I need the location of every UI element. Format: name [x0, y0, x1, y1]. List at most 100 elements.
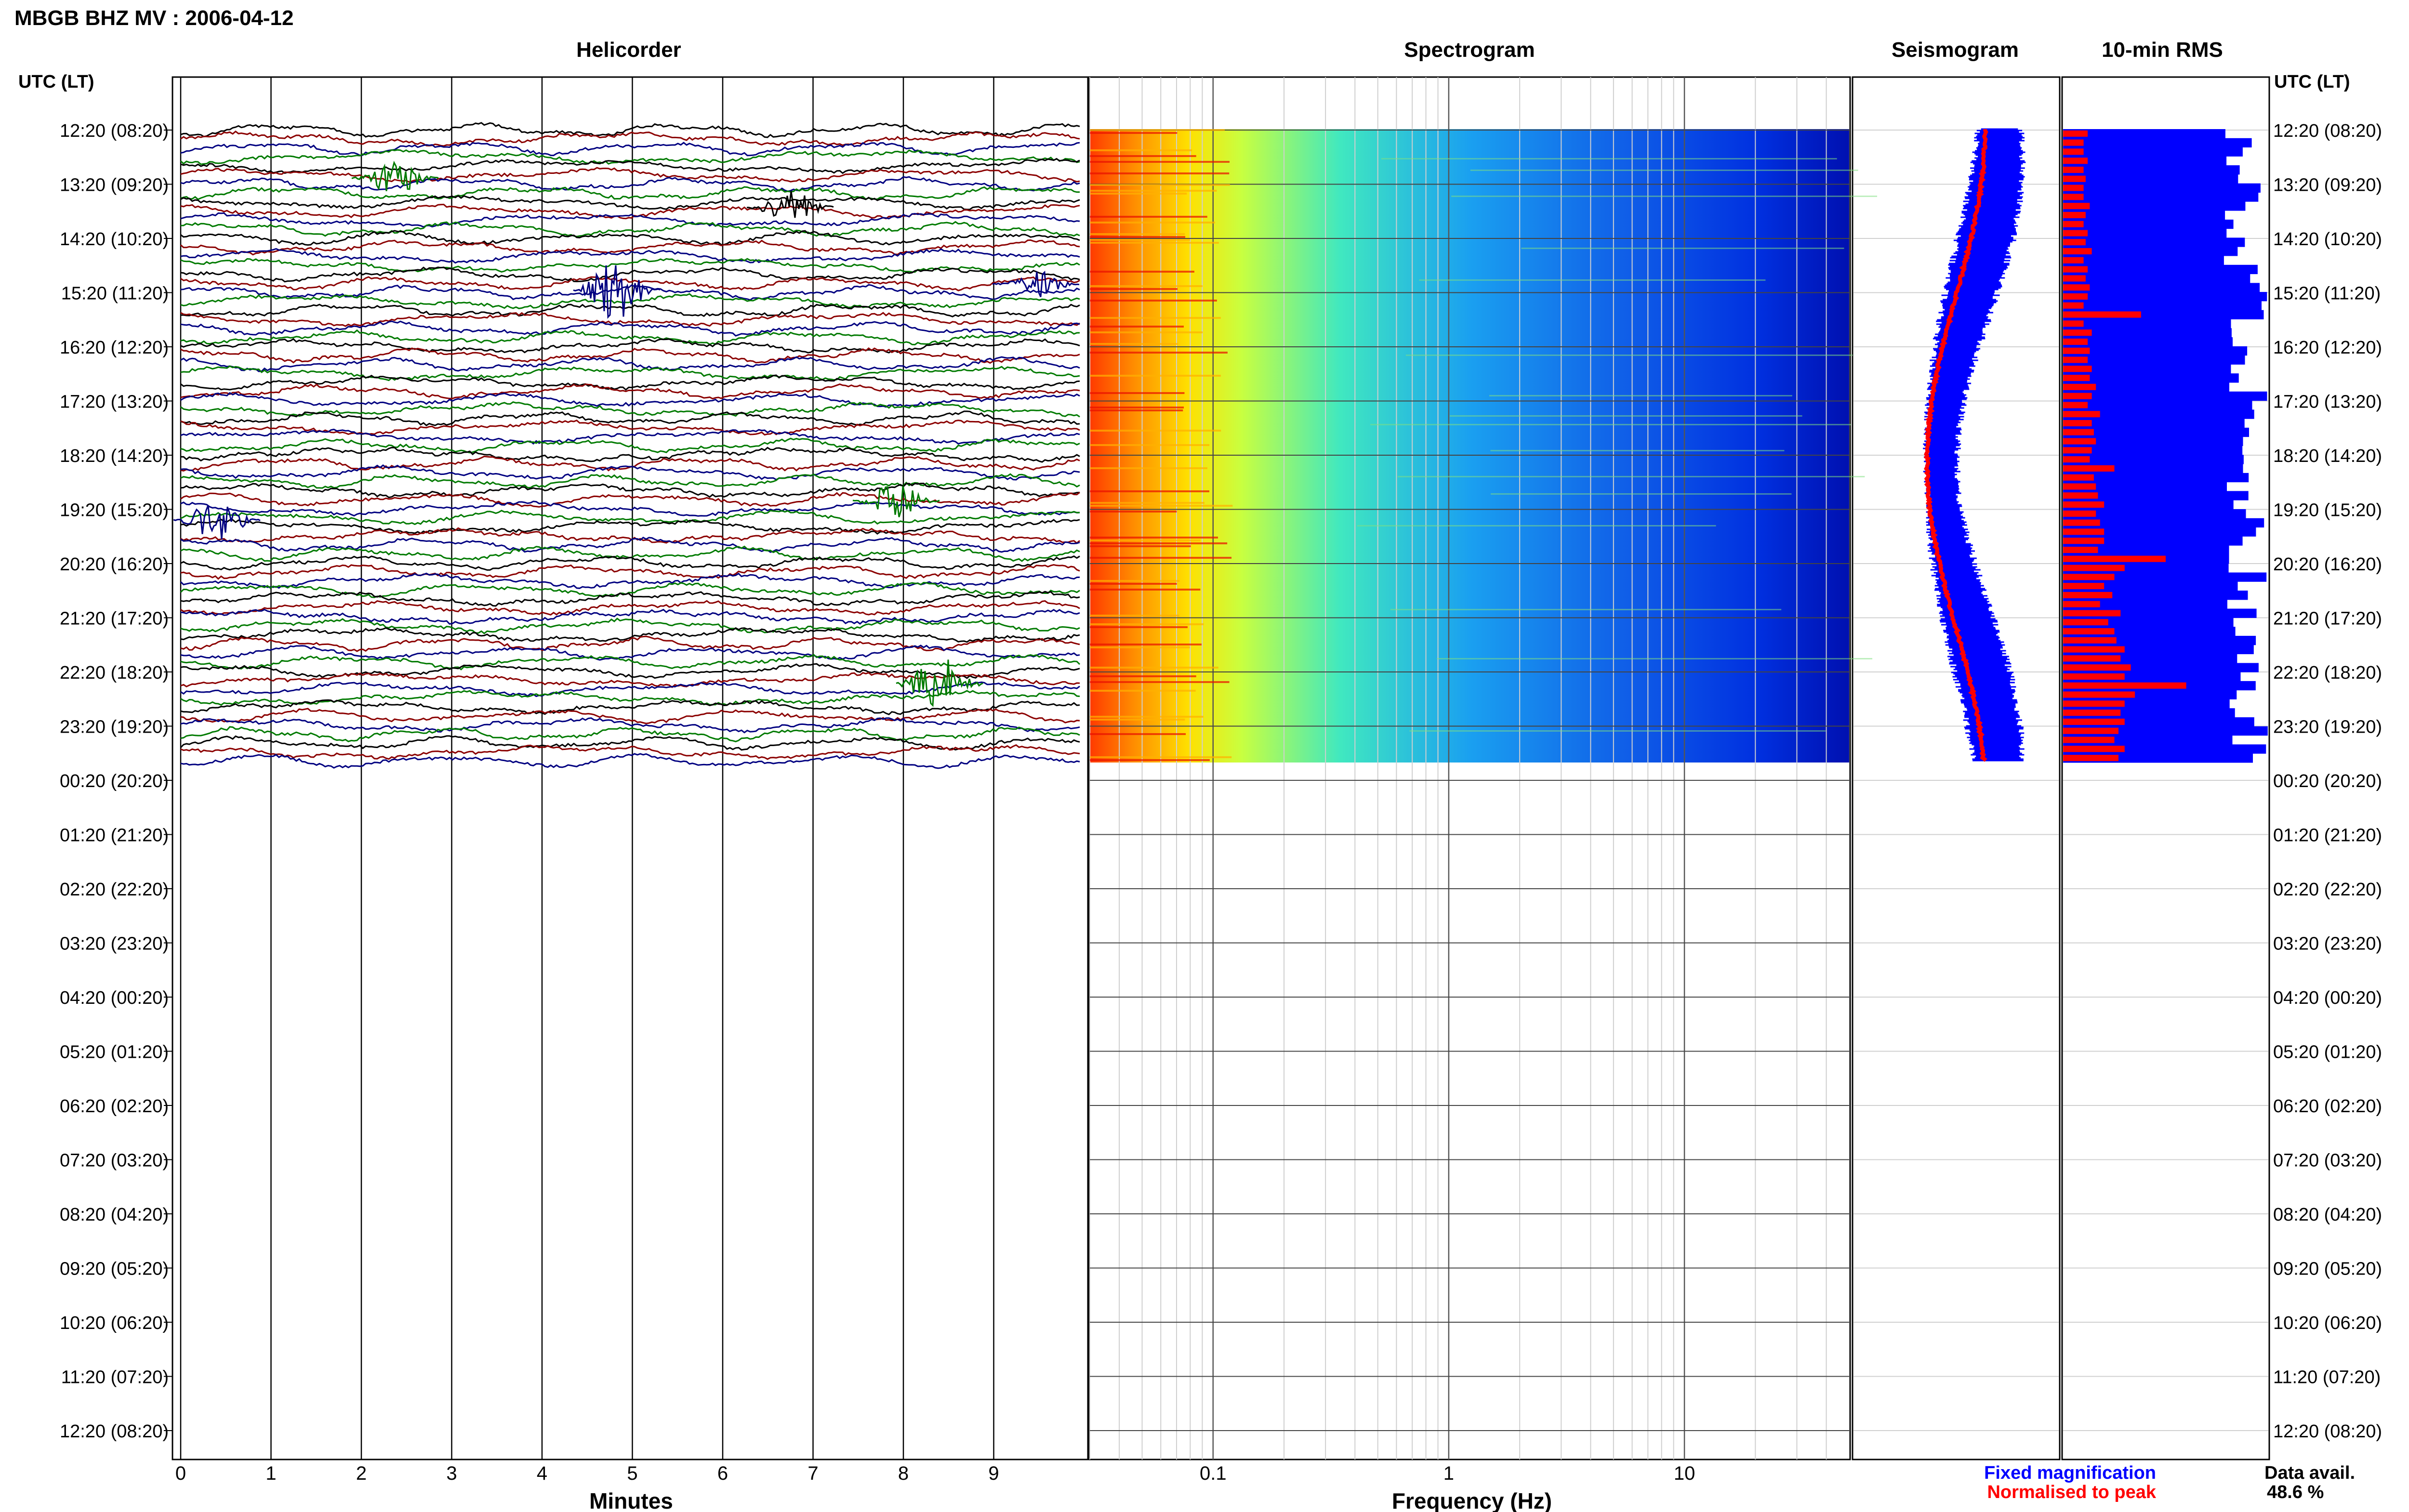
- helicorder-trace: [180, 392, 1080, 408]
- rms-bar-fixed: [2063, 201, 2246, 211]
- rms-bar-fixed: [2063, 427, 2249, 437]
- rms-bar-fixed: [2063, 274, 2250, 283]
- rms-bar-fixed: [2063, 599, 2227, 609]
- minute-tick-label: 8: [898, 1463, 909, 1484]
- rms-bar-normalised: [2063, 402, 2088, 408]
- minute-tick-label: 4: [537, 1463, 547, 1484]
- row-label-right: 19:20 (15:20): [2273, 500, 2382, 521]
- helicorder-trace: [180, 500, 1080, 517]
- row-label-left: 05:20 (01:20): [60, 1042, 169, 1063]
- spectrogram-stripe: [1090, 716, 1204, 718]
- rms-bar-normalised: [2063, 203, 2090, 210]
- row-label-left: 22:20 (18:20): [60, 663, 169, 683]
- rms-bar-normalised: [2063, 158, 2088, 164]
- rms-bar-normalised: [2063, 221, 2084, 227]
- spectrogram-stripe: [1491, 493, 1792, 495]
- helicorder-trace: [180, 248, 1080, 264]
- data-avail-value: 48.6 %: [2267, 1482, 2324, 1502]
- minute-tick-label: 0: [175, 1463, 186, 1484]
- rms-bar-fixed: [2063, 228, 2227, 238]
- row-label-right: 18:20 (14:20): [2273, 446, 2382, 466]
- helicorder-trace: [180, 347, 1080, 364]
- row-label-right: 01:20 (21:20): [2273, 826, 2382, 846]
- rms-bar-fixed: [2063, 436, 2243, 446]
- grid-lines: [180, 77, 2268, 1459]
- rms-bar-normalised: [2063, 682, 2186, 689]
- spectrogram-stripe: [1090, 317, 1221, 319]
- spectrogram-stripe: [1357, 525, 1716, 526]
- spectrogram-stripe: [1090, 300, 1217, 302]
- row-label-right: 12:20 (08:20): [2273, 121, 2382, 141]
- helicorder-trace: [180, 591, 1080, 607]
- helicorder-trace: [180, 537, 1080, 553]
- rms-bar-normalised: [2063, 184, 2084, 191]
- utc-label-right: UTC (LT): [2274, 72, 2350, 92]
- spectrogram-stripe: [1090, 172, 1230, 174]
- rms-bar-normalised: [2063, 257, 2084, 263]
- spectrogram-stripe: [1490, 450, 1785, 451]
- spectrogram-stripe: [1090, 242, 1219, 244]
- seismogram-frame: [1852, 76, 2061, 1460]
- rms-bar-normalised: [2063, 601, 2100, 607]
- rms-bar-normalised: [2063, 366, 2092, 372]
- rms-bar-normalised: [2063, 347, 2090, 354]
- rms-bar-fixed: [2063, 264, 2258, 275]
- helicorder-trace: [180, 338, 1080, 354]
- row-label-right: 21:20 (17:20): [2273, 609, 2382, 629]
- spectrogram-stripe: [1090, 675, 1196, 677]
- frequency-tick-label: 10: [1674, 1463, 1695, 1484]
- row-label-right: 03:20 (23:20): [2273, 934, 2382, 954]
- rms-bar-normalised: [2063, 420, 2092, 427]
- rms-bar-normalised: [2063, 710, 2121, 716]
- helicorder-trace: [180, 230, 1080, 246]
- row-label-left: 04:20 (00:20): [60, 988, 169, 1008]
- spectrogram-stripe: [1090, 233, 1185, 235]
- rms-bar-fixed: [2063, 183, 2261, 193]
- row-label-left: 20:20 (16:20): [60, 554, 169, 575]
- time-row-labels: 12:20 (08:20) 12:20 (08:20) 13:20 (09:20) 1…: [60, 121, 2382, 1442]
- helicorder-trace: [180, 608, 1080, 625]
- row-label-right: 07:20 (03:20): [2273, 1151, 2382, 1171]
- rms-bar-fixed: [2063, 382, 2229, 392]
- row-label-right: 17:20 (13:20): [2273, 392, 2382, 412]
- spectrogram-stripe: [1381, 158, 1837, 159]
- row-label-left: 14:20 (10:20): [60, 229, 169, 250]
- rms-bar-normalised: [2063, 148, 2084, 155]
- spectrogram-stripe: [1090, 580, 1180, 582]
- seismogram-title: Seismogram: [1892, 38, 2019, 62]
- spectrogram-heatmap: [1090, 129, 1849, 763]
- row-label-right: 04:20 (00:20): [2273, 988, 2382, 1008]
- helicorder-trace: [180, 320, 1080, 337]
- figure-title: MBGB BHZ MV : 2006-04-12: [14, 6, 293, 30]
- helicorder-trace: [180, 221, 1080, 237]
- row-label-right: 15:20 (11:20): [2273, 284, 2381, 304]
- rms-bar-fixed: [2063, 247, 2238, 256]
- rms-bar-normalised: [2063, 393, 2092, 399]
- rms-bar-fixed: [2063, 237, 2245, 247]
- spectrogram-stripe: [1090, 759, 1210, 761]
- helicorder-trace: [180, 644, 1080, 661]
- rms-bar-normalised: [2063, 293, 2088, 300]
- spectrogram-stripe: [1090, 129, 1225, 131]
- helicorder-trace: [180, 447, 1080, 463]
- rms-bar-fixed: [2063, 455, 2244, 464]
- row-label-left: 09:20 (05:20): [60, 1259, 169, 1279]
- row-label-left: 23:20 (19:20): [60, 717, 169, 737]
- helicorder-trace: [180, 122, 1080, 138]
- helicorder-trace: [180, 410, 1080, 427]
- rms-bar-fixed: [2063, 147, 2243, 157]
- rms-bar-fixed: [2063, 527, 2256, 537]
- spectrogram-stripe: [1090, 545, 1191, 547]
- spectrogram-stripe: [1090, 239, 1191, 241]
- helicorder-trace: [180, 312, 1080, 327]
- rms-bar-normalised: [2063, 736, 2115, 743]
- helicorder-trace: [180, 195, 1080, 210]
- rms-bar-normalised: [2063, 610, 2121, 617]
- rms-bar-normalised: [2063, 583, 2105, 590]
- row-label-right: 22:20 (18:20): [2273, 663, 2382, 683]
- row-label-left: 19:20 (15:20): [60, 500, 169, 521]
- helicorder-trace: [180, 699, 1080, 715]
- helicorder-trace: [180, 437, 1080, 454]
- row-label-right: 05:20 (01:20): [2273, 1042, 2382, 1063]
